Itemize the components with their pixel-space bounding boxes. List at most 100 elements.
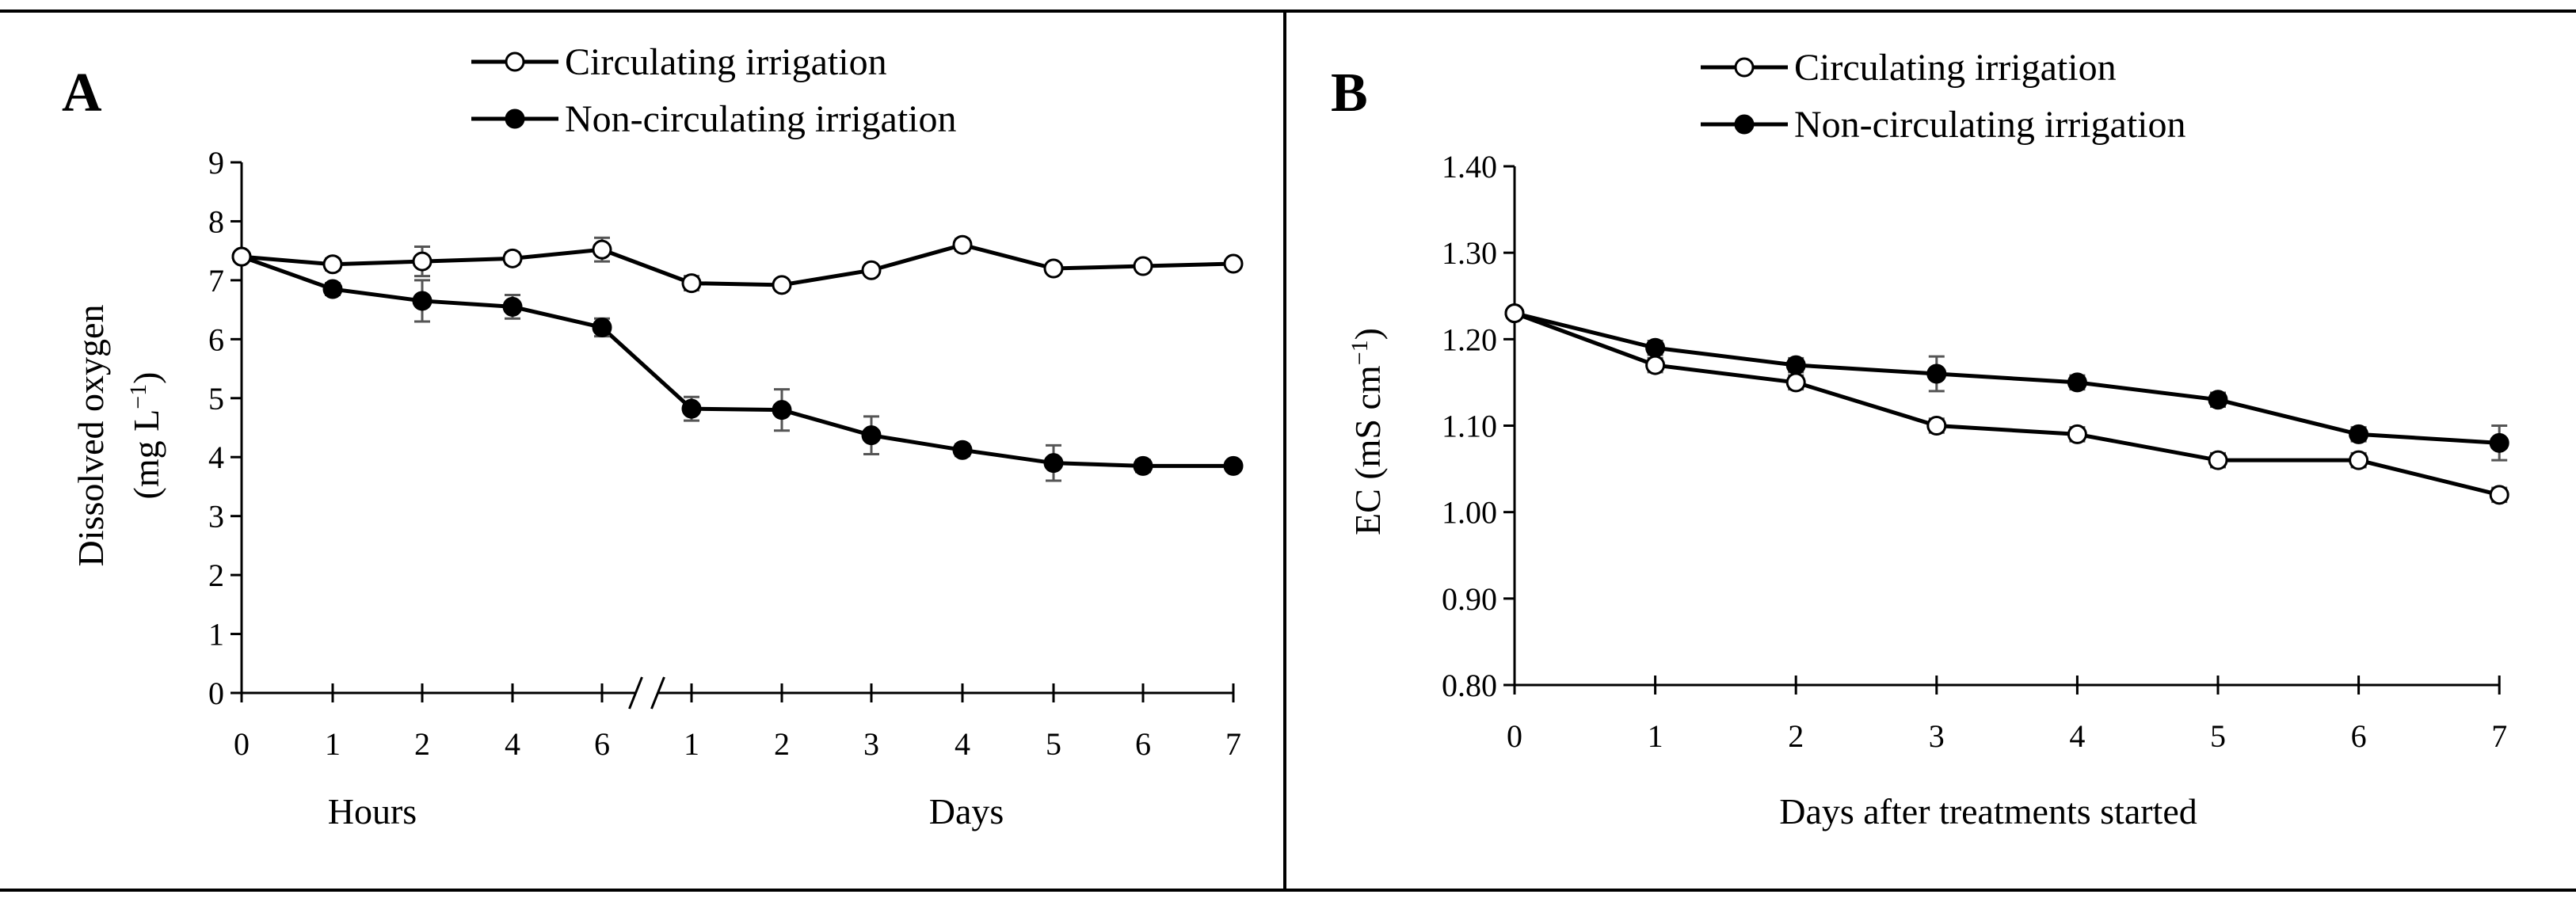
- panel-b-series-line-circulating: [1514, 311, 2500, 497]
- panel-b-x-tick-label: 6: [2351, 718, 2367, 754]
- panel-a-point-non-circulating: [1223, 455, 1244, 476]
- panel-a-point-circulating: [772, 275, 792, 295]
- panel-b-series-line-non-circulating: [1514, 311, 2500, 445]
- panel-a-x-tick-label: 6: [1135, 726, 1151, 762]
- panel-b-point-circulating: [1926, 416, 1947, 436]
- panel-a-point-non-circulating: [681, 398, 702, 419]
- panel-a-y-tick-label: 1: [208, 617, 224, 653]
- panel-a-point-circulating: [1043, 258, 1064, 279]
- panel-a-point-non-circulating: [502, 296, 523, 317]
- panel-a-y-tick-label: 5: [208, 381, 224, 417]
- panel-a-point-non-circulating: [952, 440, 973, 460]
- panel-b-point-circulating: [2489, 485, 2509, 505]
- panel-a-ylabel-line1: Dissolved oxygen: [70, 305, 111, 567]
- panel-b-y-tick-label: 1.00: [1442, 495, 1497, 531]
- panel-b-x-tick-label: 2: [1788, 718, 1804, 754]
- panel-a-axis-break-mark: [628, 676, 643, 710]
- panel-b-y-tick-label: 1.20: [1442, 322, 1497, 357]
- panel-b-x-tick-label: 7: [2491, 718, 2507, 754]
- panel-a-point-circulating: [502, 248, 523, 268]
- panel-a-y-tick-label: 0: [208, 676, 224, 711]
- panel-b: B Days after treatments started EC (mS c…: [1331, 63, 2197, 832]
- panel-b-point-non-circulating: [2489, 432, 2509, 453]
- panel-b-point-non-circulating: [1645, 337, 1666, 358]
- panel-a-x-tick-label: 4: [955, 726, 970, 762]
- panel-a-point-circulating: [322, 254, 343, 275]
- panel-b-point-non-circulating: [1785, 355, 1806, 375]
- panel-b-letter: B: [1331, 63, 1368, 124]
- panel-a-point-non-circulating: [592, 317, 612, 337]
- panel-b-x-tick-label: 4: [2069, 718, 2085, 754]
- panel-a-xgroup-days: Days: [929, 791, 1004, 832]
- panel-a-point-non-circulating: [772, 400, 792, 421]
- panel-b-point-non-circulating: [2349, 424, 2369, 444]
- panel-b-legend-label: Non-circulating irrigation: [1794, 104, 2186, 146]
- panel-a-x-tick-label: 1: [684, 726, 699, 762]
- panel-a-plot: 0 1 2 3 4 5 6 7 8 9 0 1 2 4 6 1 2 3 4 5 6 7 Circulating irriga…: [208, 41, 1244, 762]
- panel-b-point-circulating: [1785, 372, 1806, 393]
- panel-b-point-non-circulating: [2067, 372, 2087, 393]
- panel-a-x-tick-label: 1: [325, 726, 341, 762]
- panel-b-legend-marker: [1734, 114, 1755, 135]
- panel-a-point-non-circulating: [1043, 453, 1064, 474]
- panel-a-legend-label: Circulating irrigation: [565, 41, 887, 83]
- panel-a-y-tick-label: 8: [208, 204, 224, 239]
- panel-b-y-tick-label: 1.10: [1442, 409, 1497, 444]
- panel-b-point-circulating: [2349, 450, 2369, 470]
- panel-a-x-tick-label: 6: [594, 726, 610, 762]
- panel-b-point-circulating: [1645, 355, 1666, 375]
- panel-a-x-tick-label: 5: [1046, 726, 1061, 762]
- panel-b-ylabel: EC (mS cm−1): [1347, 328, 1388, 535]
- panel-a-point-non-circulating: [412, 291, 433, 311]
- panel-b-y-tick-label: 1.30: [1442, 235, 1497, 271]
- panel-a-point-non-circulating: [861, 425, 882, 446]
- panel-a-y-tick-label: 3: [208, 499, 224, 535]
- panel-b-plot: 0.80 0.90 1.00 1.10 1.20 1.30 1.40 0 1 2 3 4 5 6 7 Circ…: [1442, 47, 2509, 754]
- panel-a-x-tick-label: 0: [234, 726, 250, 762]
- panel-b-point-circulating: [2067, 424, 2087, 444]
- panel-a-y-tick-label: 7: [208, 263, 224, 299]
- panel-b-x-tick-label: 1: [1648, 718, 1663, 754]
- panel-b-point-non-circulating: [1926, 363, 1947, 384]
- panel-a-letter: A: [62, 63, 102, 124]
- panel-a-point-circulating: [231, 246, 252, 267]
- panel-a-ylabel-line2: (mg L−1): [125, 372, 166, 500]
- panel-b-x-tick-label: 0: [1507, 718, 1522, 754]
- panel-a-x-tick-label: 3: [863, 726, 879, 762]
- panel-b-y-tick-label: 0.90: [1442, 581, 1497, 617]
- panel-a-x-tick-label: 7: [1225, 726, 1241, 762]
- panel-a-y-tick-label: 4: [208, 440, 224, 475]
- panel-a-series-line-non-circulating: [241, 254, 1233, 468]
- panel-a-point-circulating: [412, 251, 433, 272]
- panel-a-point-circulating: [592, 239, 612, 260]
- panel-a-axis-break-mark: [650, 676, 665, 710]
- panel-a-point-circulating: [952, 234, 973, 255]
- panel-b-y-tick-label: 1.40: [1442, 149, 1497, 185]
- panel-a-legend-marker: [505, 108, 525, 129]
- panel-b-point-non-circulating: [2208, 390, 2228, 410]
- panel-a-x-tick-label: 4: [505, 726, 520, 762]
- panel-a-y-tick-label: 2: [208, 558, 224, 593]
- panel-a-series-line-circulating: [241, 242, 1234, 287]
- panel-b-xlabel: Days after treatments started: [1779, 791, 2197, 832]
- panel-a-legend-marker: [505, 51, 525, 72]
- panel-b-x-tick-label: 5: [2210, 718, 2226, 754]
- panel-a-point-non-circulating: [1133, 455, 1153, 476]
- panel-a-legend-label: Non-circulating irrigation: [565, 98, 957, 140]
- panel-a-x-tick-label: 2: [414, 726, 430, 762]
- panel-b-point-circulating: [2208, 450, 2228, 470]
- panel-b-point-circulating: [1504, 303, 1525, 324]
- panel-a-point-circulating: [681, 273, 702, 294]
- panel-a-point-non-circulating: [322, 279, 343, 299]
- panel-a-y-tick-label: 9: [208, 145, 224, 181]
- panel-a: A Hours Days Dissolved oxygen (mg L−1): [62, 63, 1004, 832]
- panel-a-x-tick-label: 2: [774, 726, 790, 762]
- panel-a-point-circulating: [1223, 253, 1244, 274]
- panel-b-legend-label: Circulating irrigation: [1794, 47, 2117, 89]
- panel-a-point-circulating: [861, 260, 882, 280]
- panel-a-xgroup-hours: Hours: [328, 791, 417, 832]
- panel-a-point-circulating: [1133, 256, 1153, 276]
- panel-b-legend-marker: [1734, 57, 1755, 78]
- panel-b-x-tick-label: 3: [1929, 718, 1945, 754]
